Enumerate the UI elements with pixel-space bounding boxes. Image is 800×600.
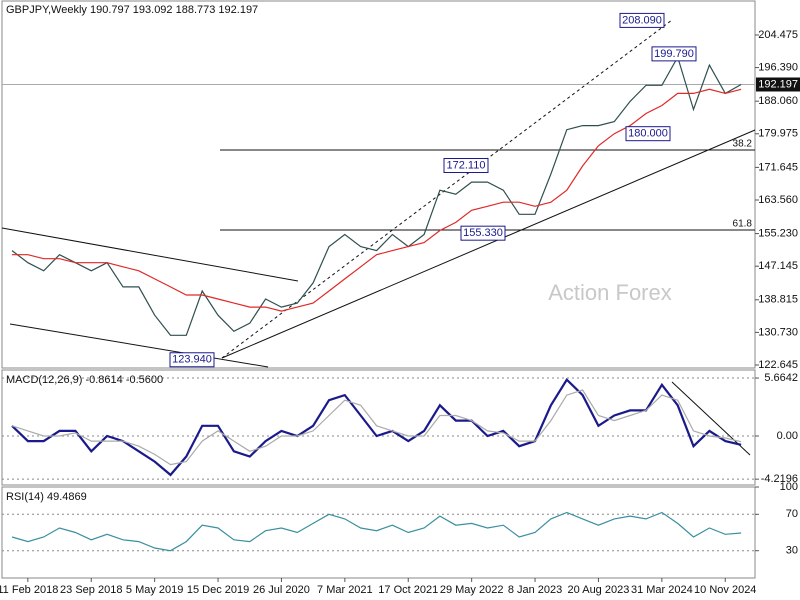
x-tick-label: 10 Nov 2024: [694, 584, 756, 596]
y-tick-label: 188.060: [758, 95, 798, 107]
trend-line: [221, 129, 756, 359]
x-tick-label: 31 Mar 2024: [631, 584, 693, 596]
price-annotation-box: [443, 158, 489, 174]
price-annotation: 199.790: [654, 48, 694, 60]
y-tick-label: 138.815: [758, 294, 798, 306]
price-annotation: 123.940: [172, 354, 212, 366]
x-tick-label: 20 Aug 2023: [568, 584, 630, 596]
panel-title: MACD(12,26,9) -0.8614 -0.5600: [6, 374, 163, 386]
last-price-box: [756, 77, 800, 92]
watermark: Action Forex: [548, 280, 672, 305]
y-tick-label: 130.730: [758, 326, 798, 338]
channel-upper: [1, 227, 299, 282]
series-line: [11, 377, 742, 477]
rsi-panel: [1, 486, 756, 579]
x-tick-label: 8 Jan 2023: [508, 584, 562, 596]
price-annotation: 155.330: [463, 227, 503, 239]
series-line: [11, 511, 742, 552]
y-tick-label: 0.00: [777, 430, 798, 442]
y-tick-label: 100: [780, 481, 798, 493]
panel-title: GBPJPY,Weekly 190.797 193.092 188.773 19…: [6, 4, 258, 16]
channel-line: [221, 19, 673, 359]
price-annotation-box: [625, 126, 671, 142]
series-line: [12, 88, 742, 312]
y-tick-label: 70: [786, 508, 798, 520]
panel-title: RSI(14) 49.4869: [6, 491, 87, 503]
x-tick-label: 29 May 2022: [440, 584, 504, 596]
price-annotation: 180.000: [628, 128, 668, 140]
y-tick-label: 179.975: [758, 128, 798, 140]
y-tick-label: -4.2196: [761, 473, 798, 485]
price-annotation-box: [651, 46, 697, 62]
price-annotation-box: [169, 352, 215, 368]
y-tick-label: 171.645: [758, 161, 798, 173]
x-tick-label: 15 Dec 2019: [187, 584, 249, 596]
x-tick-label: 11 Feb 2018: [0, 584, 58, 596]
last-price-label: 192.197: [758, 78, 798, 90]
x-tick-label: 26 Jul 2020: [253, 584, 310, 596]
y-tick-label: 5.6642: [764, 372, 798, 384]
fib-label: 38.2: [733, 139, 753, 150]
price-panel: [1, 0, 756, 369]
plot-layer: 122.645 130.730 138.815 147.145 155.230 163.5…: [0, 4, 800, 596]
fib-label: 61.8: [733, 219, 753, 230]
price-annotation-box: [619, 12, 665, 28]
y-tick-label: 147.145: [758, 260, 798, 272]
macd-panel: [1, 369, 756, 486]
series-line: [11, 55, 742, 336]
x-tick-label: 17 Oct 2021: [378, 584, 438, 596]
series-line: [11, 389, 742, 466]
y-tick-label: 30: [786, 545, 798, 557]
y-tick-label: 155.230: [758, 227, 798, 239]
y-tick-label: 196.390: [758, 61, 798, 73]
price-annotation: 172.110: [447, 159, 486, 171]
channel-lower: [9, 323, 269, 368]
x-tick-label: 7 Mar 2021: [317, 584, 373, 596]
price-annotation-box: [460, 225, 506, 241]
y-tick-label: 204.475: [758, 29, 798, 41]
y-tick-label: 163.560: [758, 194, 798, 206]
x-tick-label: 23 Sep 2018: [60, 584, 122, 596]
price-annotation: 208.090: [622, 14, 662, 26]
x-tick-label: 5 May 2019: [126, 584, 183, 596]
y-tick-label: 122.645: [758, 359, 798, 371]
